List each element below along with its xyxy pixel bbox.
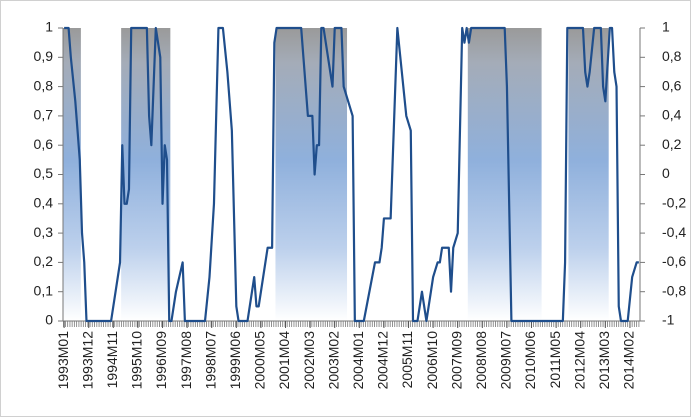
y2-tick-label: 0,6 [662, 77, 682, 93]
x-tick-label: 2011M05 [547, 331, 563, 389]
y-tick-label: 1 [45, 19, 53, 35]
x-tick-label: 2000M05 [252, 331, 268, 390]
y2-tick-label: 0,4 [662, 107, 682, 123]
x-tick-label: 2004M12 [375, 331, 391, 390]
y-tick-label: 0,3 [34, 224, 54, 240]
y2-tick-label: 0,8 [662, 48, 682, 64]
x-tick-label: 2005M11 [399, 331, 415, 389]
x-tick-label: 2002M03 [301, 331, 317, 390]
x-tick-label: 1998M07 [202, 331, 218, 390]
x-tick-label: 2006M10 [424, 331, 440, 390]
x-tick-label: 1995M10 [129, 331, 145, 390]
y2-tick-label: -0,8 [662, 282, 686, 298]
x-tick-label: 2007M09 [448, 331, 464, 390]
x-tick-label: 1994M11 [104, 331, 120, 389]
x-tick-label: 1993M01 [55, 331, 71, 390]
shaded-band [275, 28, 348, 321]
y2-tick-label: 0 [662, 165, 670, 181]
y2-tick-label: 0,2 [662, 136, 682, 152]
shaded-band [63, 28, 81, 321]
y2-tick-label: 1 [662, 19, 670, 35]
y-tick-label: 0,9 [34, 48, 54, 64]
y-tick-label: 0,1 [34, 282, 54, 298]
shaded-band [467, 28, 542, 321]
x-tick-label: 2004M01 [350, 331, 366, 390]
x-tick-label: 2009M07 [498, 331, 514, 390]
x-minor-ticks [63, 321, 640, 327]
x-tick-label: 2013M03 [596, 331, 612, 390]
y2-tick-label: -0,4 [662, 224, 686, 240]
x-tick-label: 1996M09 [153, 331, 169, 390]
y2-tick-label: -0,6 [662, 253, 686, 269]
x-tick-label: 1993M12 [79, 331, 95, 390]
x-tick-label: 2010M06 [522, 331, 538, 390]
x-tick-label: 2008M08 [473, 331, 489, 390]
y-tick-label: 0,7 [34, 107, 54, 123]
x-tick-label: 2003M02 [325, 331, 341, 390]
y2-tick-label: -0,2 [662, 195, 686, 211]
x-tick-label: 2014M02 [621, 331, 637, 390]
y-tick-label: 0,4 [34, 195, 54, 211]
y2-tick-label: -1 [662, 312, 675, 328]
y-tick-label: 0 [45, 312, 53, 328]
x-tick-label: 2012M04 [571, 331, 587, 390]
data-line [64, 26, 639, 323]
x-tick-label: 2001M04 [276, 331, 292, 390]
y-tick-label: 0,6 [34, 136, 54, 152]
y-tick-label: 0,5 [34, 165, 54, 181]
y-tick-label: 0,2 [34, 253, 54, 269]
y-tick-label: 0,8 [34, 77, 54, 93]
x-tick-label: 1999M06 [227, 331, 243, 390]
x-tick-label: 1997M08 [178, 331, 194, 390]
